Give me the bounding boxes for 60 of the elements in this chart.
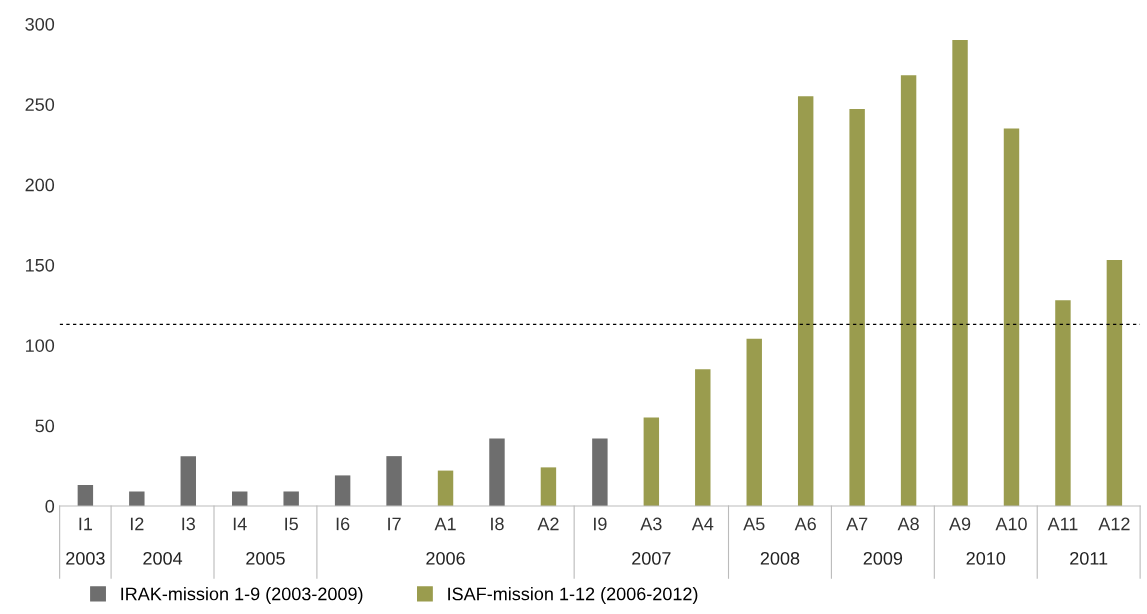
x-tick-label: I9 (594, 517, 607, 531)
bar (900, 75, 917, 506)
x-tick-label: A9 (949, 517, 971, 531)
x-tick-label: I6 (336, 517, 350, 531)
x-tick-label: I5 (285, 517, 298, 531)
x-tick-label: I1 (79, 517, 93, 531)
text: 2011 (1070, 551, 1108, 565)
text: 2006 (426, 551, 465, 565)
x-tick-label: A1 (434, 517, 456, 531)
x-tick-label: I7 (388, 517, 401, 531)
text: 2005 (246, 551, 285, 565)
bar (1106, 260, 1123, 506)
bar (1055, 300, 1071, 506)
y-tick-label: 250 (25, 98, 55, 111)
x-tick-label: A12 (1098, 517, 1130, 531)
x-tick-label: A7 (846, 517, 868, 531)
bar (643, 417, 660, 506)
y-tick-label: 200 (25, 178, 55, 192)
legend-label: IRAK-mission 1-9 (2003-2009) (121, 587, 363, 604)
bar (180, 456, 196, 506)
y-tick-label: 100 (26, 339, 55, 352)
bar (952, 40, 968, 506)
legend-label: ISAF-mission 1-12 (2006-2012) (448, 587, 698, 604)
x-tick-label: A5 (743, 517, 765, 531)
bar (746, 338, 762, 506)
x-tick-label: A10 (995, 517, 1027, 531)
bar (283, 491, 299, 506)
x-tick-label: A2 (537, 517, 559, 531)
bar (437, 470, 454, 506)
x-tick-label: A4 (691, 517, 714, 531)
text: 2009 (863, 551, 903, 565)
y-tick-label: 300 (25, 17, 55, 31)
text: 2010 (966, 551, 1006, 565)
y-tick-label: 150 (26, 258, 55, 272)
bar (386, 456, 402, 506)
x-tick-label: A3 (640, 517, 662, 531)
bar (592, 438, 608, 506)
text: 2004 (143, 551, 183, 565)
bar (1003, 128, 1020, 506)
bar (695, 369, 711, 506)
bar (334, 475, 351, 506)
y-tick-label: 0 (45, 499, 55, 513)
text: 2007 (632, 551, 671, 565)
bar (489, 438, 505, 506)
bar (849, 109, 865, 506)
y-tick-label: 50 (35, 419, 55, 433)
x-tick-label: A11 (1047, 517, 1078, 531)
x-tick-label: I3 (182, 517, 196, 531)
x-tick-label: A6 (794, 517, 816, 531)
bar (797, 96, 814, 506)
text: 2003 (66, 551, 105, 565)
x-tick-label: I4 (233, 517, 247, 531)
x-tick-label: I8 (491, 517, 504, 531)
bar (77, 485, 94, 506)
x-tick-label: A8 (897, 517, 919, 531)
x-tick-label: I2 (130, 517, 144, 531)
bar (129, 491, 145, 506)
bar (540, 467, 557, 506)
text: 2008 (760, 551, 800, 565)
bar (232, 491, 248, 506)
